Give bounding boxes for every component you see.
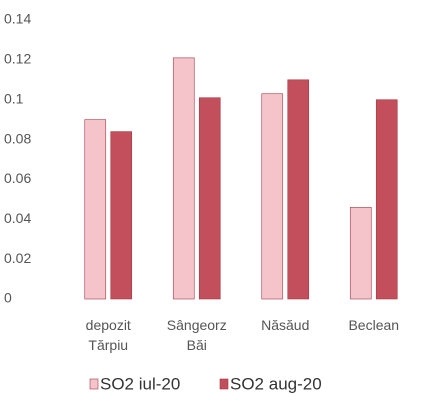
bar <box>172 57 195 300</box>
y-tick-label: 0.12 <box>4 51 31 67</box>
y-tick-label: 0.02 <box>4 250 31 266</box>
legend-swatch <box>89 378 99 390</box>
legend-swatch <box>219 378 229 390</box>
bar <box>349 207 372 300</box>
x-tick-label: Năsăud <box>261 317 309 333</box>
bar <box>198 97 221 300</box>
bar <box>110 131 133 300</box>
bar <box>261 93 284 300</box>
y-tick-label: 0.14 <box>4 11 31 27</box>
bar <box>287 79 310 300</box>
y-tick-label: 0.08 <box>4 130 31 146</box>
x-tick-label: Beclean <box>348 317 399 333</box>
y-tick-label: 0.04 <box>4 210 31 226</box>
bar <box>375 99 398 300</box>
y-tick-label: 0.06 <box>4 170 31 186</box>
y-tick-label: 0.1 <box>4 90 24 106</box>
legend-label: SO2 aug-20 <box>230 374 322 393</box>
legend-label: SO2 iul-20 <box>100 374 180 393</box>
bar <box>84 119 107 300</box>
x-tick-label: Sângeorz Băi <box>167 317 227 353</box>
y-tick-label: 0 <box>4 290 12 306</box>
x-tick-label: depozit Tărpiu <box>86 317 131 353</box>
